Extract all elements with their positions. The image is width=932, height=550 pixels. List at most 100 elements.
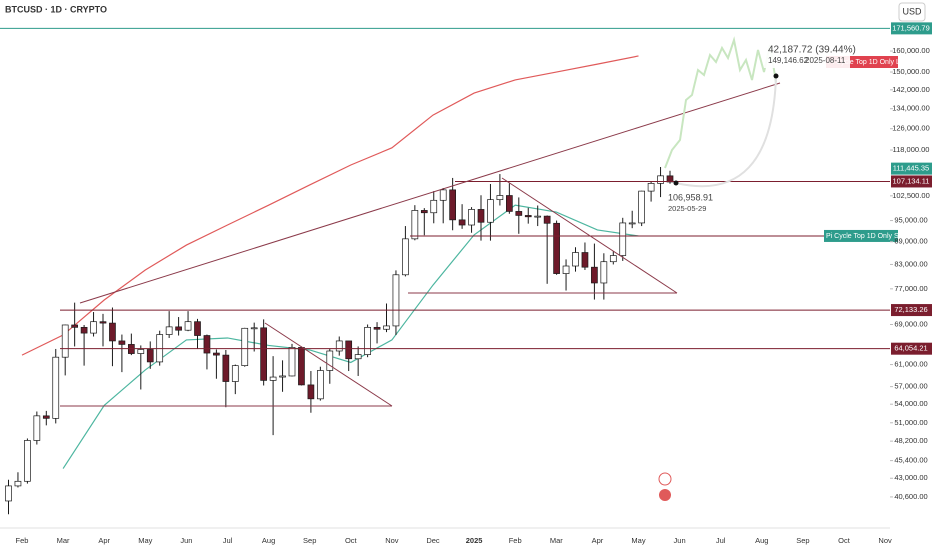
level-label: 107,134.11	[893, 176, 930, 185]
candle-body	[524, 215, 532, 218]
candle-body	[496, 195, 504, 201]
icon	[658, 472, 672, 486]
y-tick-label: 45,400.00	[894, 456, 927, 465]
y-tick-label: 69,000.00	[894, 319, 927, 328]
candle-body	[14, 480, 22, 487]
y-tick-label: 142,000.00	[892, 85, 930, 94]
y-tick-label: 51,000.00	[894, 418, 927, 427]
annotation: 42,187.72 (39.44%)	[768, 45, 856, 56]
candle-body	[288, 347, 296, 377]
annotation: 106,958.91	[668, 192, 713, 202]
annotation: 2025-08-11	[805, 56, 846, 65]
y-tick-label: 126,000.00	[892, 124, 930, 133]
x-tick-label: Dec	[426, 536, 440, 545]
candle-body	[392, 274, 400, 327]
y-tick-label: 57,000.00	[894, 382, 927, 391]
y-tick-label: 102,500.00	[892, 191, 930, 200]
candle-body	[534, 215, 542, 218]
anchor-dot	[773, 73, 779, 79]
x-tick-label: Apr	[98, 536, 110, 545]
candle-body	[402, 238, 409, 276]
y-axis-panel	[890, 0, 932, 550]
x-tick-label: Oct	[838, 536, 851, 545]
candle-body	[572, 252, 579, 267]
candle-body	[109, 322, 116, 342]
y-tick-label: 77,000.00	[894, 284, 927, 293]
x-tick-label: May	[631, 536, 645, 545]
y-tick-label: 43,000.00	[894, 473, 927, 482]
candle-body	[506, 195, 513, 212]
x-tick-label: Nov	[878, 536, 892, 545]
candle-body	[383, 325, 390, 330]
candle-body	[317, 370, 324, 400]
x-tick-label: Oct	[345, 536, 358, 545]
candle-body	[33, 415, 41, 441]
candle-body	[628, 222, 636, 225]
annotation: 149,146.62	[768, 56, 809, 65]
anchor-dot	[673, 180, 679, 186]
candle-body	[99, 321, 107, 324]
x-tick-label: Nov	[385, 536, 399, 545]
x-tick-label: Apr	[592, 536, 604, 545]
candle-body	[165, 326, 173, 335]
candle-body	[468, 209, 475, 226]
y-tick-label: 118,000.00	[893, 145, 930, 154]
candle-body	[71, 324, 79, 328]
candle-body	[42, 415, 50, 419]
candle-body	[194, 321, 201, 336]
candle-body	[326, 350, 334, 371]
candle-body	[619, 222, 627, 256]
candle-body	[222, 354, 230, 382]
candle-body	[420, 210, 428, 214]
candle-body	[487, 199, 494, 223]
y-tick-label: 95,000.00	[894, 216, 927, 225]
x-tick-label: Jun	[674, 536, 686, 545]
candle-body	[449, 189, 456, 221]
candle-body	[335, 340, 343, 352]
level-label-box	[891, 175, 932, 188]
candle-body	[600, 261, 608, 284]
level-label: 171,560.79	[892, 23, 930, 32]
x-tick-label: Jun	[180, 536, 192, 545]
x-tick-label: Jul	[716, 536, 726, 545]
candle-body	[562, 265, 570, 274]
projection	[664, 36, 777, 169]
candle-body	[345, 340, 353, 360]
trend-line	[264, 322, 393, 407]
candle-body	[80, 326, 88, 334]
level-label: 111,445.35	[893, 164, 929, 173]
candle-body	[515, 211, 523, 216]
candle-body	[458, 219, 466, 226]
x-tick-label: Sep	[303, 536, 316, 545]
projection-arc	[675, 75, 777, 188]
currency[interactable]: USD	[902, 6, 922, 16]
candle-body	[90, 321, 97, 334]
candle-body	[307, 384, 315, 400]
x-tick-label: Mar	[550, 536, 563, 545]
series-layer	[0, 27, 890, 515]
candle-body	[666, 175, 674, 183]
candle-body	[5, 485, 12, 502]
candle-body	[203, 335, 211, 354]
icon	[659, 489, 671, 501]
candle-body	[213, 352, 220, 356]
candle-body	[439, 189, 447, 201]
y-tick-label: 150,000.00	[892, 67, 930, 76]
series-label-box	[824, 229, 898, 242]
trend-line	[79, 82, 781, 304]
annotation-box	[764, 42, 850, 68]
level-label-box	[891, 162, 932, 175]
currency-box[interactable]	[898, 2, 926, 22]
candle-body	[430, 199, 438, 214]
annotation: 2025-05-29	[668, 204, 706, 213]
candle-body	[241, 327, 249, 366]
candle-body	[411, 210, 419, 240]
candle-body	[373, 326, 381, 330]
x-tick-label: Feb	[16, 536, 29, 545]
candle-body	[591, 266, 598, 284]
candle-body	[24, 440, 31, 482]
candle-body	[250, 327, 258, 330]
x-tick-label: Aug	[755, 536, 768, 545]
